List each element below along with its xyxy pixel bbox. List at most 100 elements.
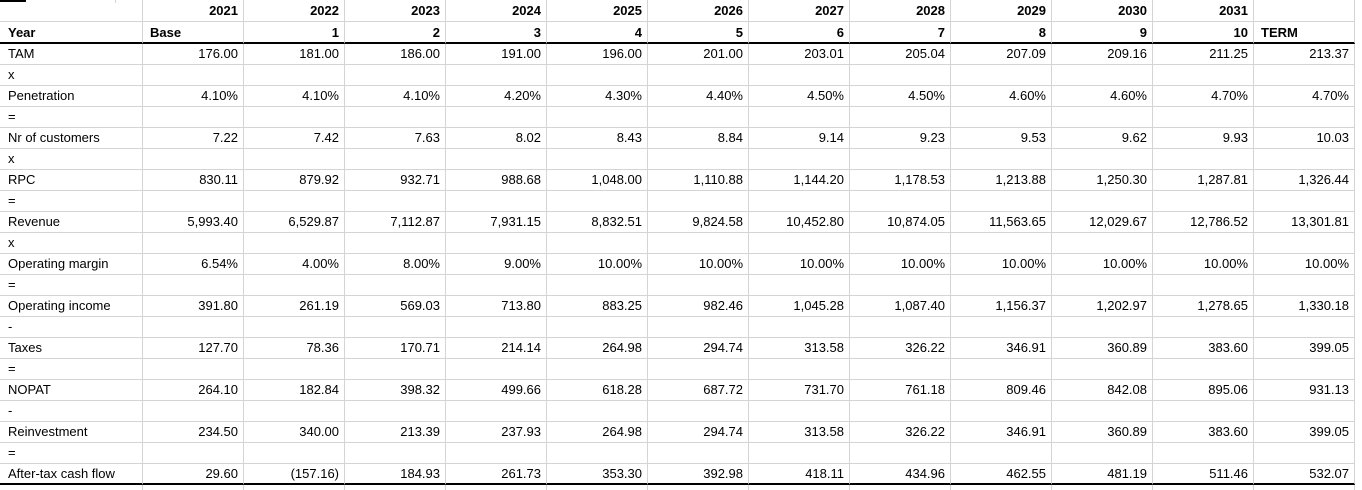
empty-cell[interactable]: [143, 149, 244, 170]
empty-cell[interactable]: [143, 317, 244, 338]
value-cell[interactable]: 13,301.81: [1254, 212, 1355, 233]
value-cell[interactable]: 313.58: [749, 422, 850, 443]
operator-cell[interactable]: x: [0, 149, 143, 170]
value-cell[interactable]: 346.91: [951, 422, 1052, 443]
value-cell[interactable]: 10.00%: [648, 254, 749, 275]
empty-cell[interactable]: [1153, 191, 1254, 212]
value-cell[interactable]: 8.84: [648, 128, 749, 149]
value-cell[interactable]: 1,144.20: [749, 170, 850, 191]
empty-cell[interactable]: [143, 65, 244, 86]
operator-cell[interactable]: =: [0, 191, 143, 212]
row-label-cell[interactable]: RPC: [0, 170, 143, 191]
empty-cell[interactable]: [446, 233, 547, 254]
empty-cell[interactable]: [1254, 359, 1355, 380]
empty-cell[interactable]: [850, 149, 951, 170]
empty-cell[interactable]: [244, 275, 345, 296]
empty-cell[interactable]: [850, 275, 951, 296]
row-label-cell[interactable]: NOPAT: [0, 380, 143, 401]
value-cell[interactable]: 11,563.65: [951, 212, 1052, 233]
operator-cell[interactable]: -: [0, 317, 143, 338]
value-cell[interactable]: 8.02: [446, 128, 547, 149]
empty-cell[interactable]: [244, 107, 345, 128]
empty-cell[interactable]: [1153, 149, 1254, 170]
row-label-cell[interactable]: After-tax cash flow: [0, 464, 143, 485]
empty-cell[interactable]: [1052, 149, 1153, 170]
value-cell[interactable]: 982.46: [648, 296, 749, 317]
value-cell[interactable]: 809.46: [951, 380, 1052, 401]
empty-cell[interactable]: [345, 233, 446, 254]
value-cell[interactable]: 6.54%: [143, 254, 244, 275]
row-label-cell[interactable]: Revenue: [0, 212, 143, 233]
value-cell[interactable]: 10.00%: [951, 254, 1052, 275]
period-header-cell[interactable]: Base: [143, 22, 244, 44]
value-cell[interactable]: 213.37: [1254, 44, 1355, 65]
empty-cell[interactable]: [1254, 233, 1355, 254]
year-header-cell[interactable]: 2024: [446, 0, 547, 22]
empty-cell[interactable]: [244, 485, 345, 490]
empty-cell[interactable]: [244, 317, 345, 338]
empty-cell[interactable]: [951, 317, 1052, 338]
empty-cell[interactable]: [1153, 65, 1254, 86]
value-cell[interactable]: 9,824.58: [648, 212, 749, 233]
value-cell[interactable]: 1,213.88: [951, 170, 1052, 191]
empty-cell[interactable]: [547, 65, 648, 86]
empty-cell[interactable]: [951, 275, 1052, 296]
empty-cell[interactable]: [345, 107, 446, 128]
year-header-cell[interactable]: 2030: [1052, 0, 1153, 22]
value-cell[interactable]: 6,529.87: [244, 212, 345, 233]
value-cell[interactable]: 201.00: [648, 44, 749, 65]
period-header-cell[interactable]: 6: [749, 22, 850, 44]
empty-cell[interactable]: [244, 65, 345, 86]
value-cell[interactable]: 1,326.44: [1254, 170, 1355, 191]
value-cell[interactable]: 830.11: [143, 170, 244, 191]
value-cell[interactable]: 211.25: [1153, 44, 1254, 65]
value-cell[interactable]: 10.00%: [749, 254, 850, 275]
empty-cell[interactable]: [547, 275, 648, 296]
value-cell[interactable]: 895.06: [1153, 380, 1254, 401]
value-cell[interactable]: 5,993.40: [143, 212, 244, 233]
operator-cell[interactable]: x: [0, 65, 143, 86]
empty-cell[interactable]: [143, 485, 244, 490]
empty-cell[interactable]: [951, 359, 1052, 380]
year-header-cell[interactable]: 2022: [244, 0, 345, 22]
row-label-cell[interactable]: Reinvestment: [0, 422, 143, 443]
period-row-label-cell[interactable]: Year: [0, 22, 143, 44]
empty-cell[interactable]: [143, 191, 244, 212]
value-cell[interactable]: 399.05: [1254, 422, 1355, 443]
value-cell[interactable]: 1,087.40: [850, 296, 951, 317]
value-cell[interactable]: 4.10%: [244, 86, 345, 107]
year-header-cell[interactable]: 2023: [345, 0, 446, 22]
value-cell[interactable]: 398.32: [345, 380, 446, 401]
value-cell[interactable]: 10.00%: [1052, 254, 1153, 275]
value-cell[interactable]: 932.71: [345, 170, 446, 191]
empty-cell[interactable]: [143, 359, 244, 380]
operator-cell[interactable]: =: [0, 275, 143, 296]
empty-cell[interactable]: [345, 149, 446, 170]
empty-cell[interactable]: [345, 443, 446, 464]
value-cell[interactable]: 731.70: [749, 380, 850, 401]
value-cell[interactable]: 127.70: [143, 338, 244, 359]
value-cell[interactable]: 7.42: [244, 128, 345, 149]
value-cell[interactable]: 511.46: [1153, 464, 1254, 485]
empty-cell[interactable]: [446, 359, 547, 380]
empty-cell[interactable]: [1153, 443, 1254, 464]
empty-cell[interactable]: [547, 485, 648, 490]
value-cell[interactable]: 234.50: [143, 422, 244, 443]
empty-cell[interactable]: [951, 107, 1052, 128]
period-header-cell[interactable]: 2: [345, 22, 446, 44]
value-cell[interactable]: 294.74: [648, 422, 749, 443]
value-cell[interactable]: 326.22: [850, 422, 951, 443]
value-cell[interactable]: 7,931.15: [446, 212, 547, 233]
value-cell[interactable]: 1,178.53: [850, 170, 951, 191]
value-cell[interactable]: 4.70%: [1153, 86, 1254, 107]
row-label-cell[interactable]: Taxes: [0, 338, 143, 359]
empty-cell[interactable]: [749, 443, 850, 464]
value-cell[interactable]: 1,156.37: [951, 296, 1052, 317]
empty-cell[interactable]: [547, 317, 648, 338]
value-cell[interactable]: 462.55: [951, 464, 1052, 485]
empty-cell[interactable]: [648, 485, 749, 490]
year-header-cell[interactable]: 2031: [1153, 0, 1254, 22]
value-cell[interactable]: 176.00: [143, 44, 244, 65]
empty-cell[interactable]: [648, 233, 749, 254]
value-cell[interactable]: 4.50%: [749, 86, 850, 107]
